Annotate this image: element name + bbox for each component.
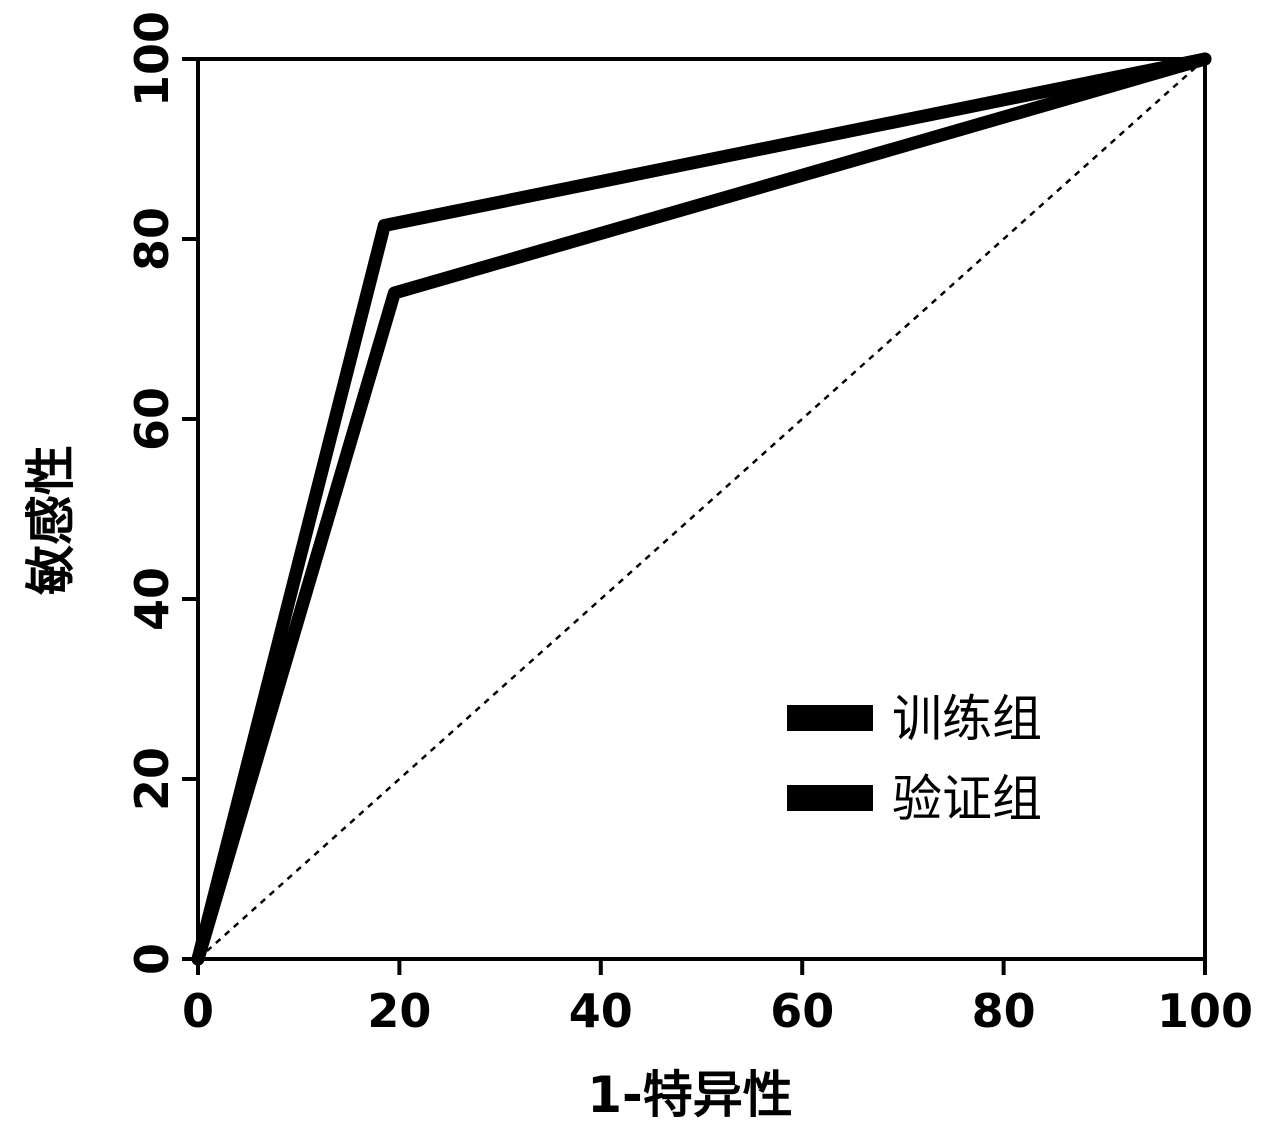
x-axis: 0 20 40 60 80 100 [182,959,1253,1038]
x-tick-label: 100 [1157,984,1253,1038]
x-tick-label: 0 [182,984,214,1038]
series-line-2 [191,52,1212,966]
series-layer [191,52,1212,966]
legend-label: 训练组 [892,690,1042,748]
series-line-1 [191,52,1212,966]
x-tick-label: 60 [770,984,834,1038]
legend-label: 验证组 [892,770,1042,828]
y-tick-label: 40 [125,567,179,631]
plot-frame [196,57,1207,961]
y-axis: 0 20 40 60 80 100 [125,11,198,975]
y-tick-label: 20 [125,747,179,811]
reference-diagonal-line [197,58,1206,960]
y-tick-label: 80 [125,207,179,271]
reference-layer [197,58,1206,960]
y-tick-label: 60 [125,387,179,451]
y-tick-label: 0 [125,943,179,975]
x-tick-label: 80 [972,984,1036,1038]
x-tick-label: 20 [367,984,431,1038]
y-axis-label: 敏感性 [22,445,80,595]
x-tick-label: 40 [569,984,633,1038]
x-axis-label: 1-特异性 [587,1066,793,1124]
y-tick-label: 100 [125,11,179,107]
